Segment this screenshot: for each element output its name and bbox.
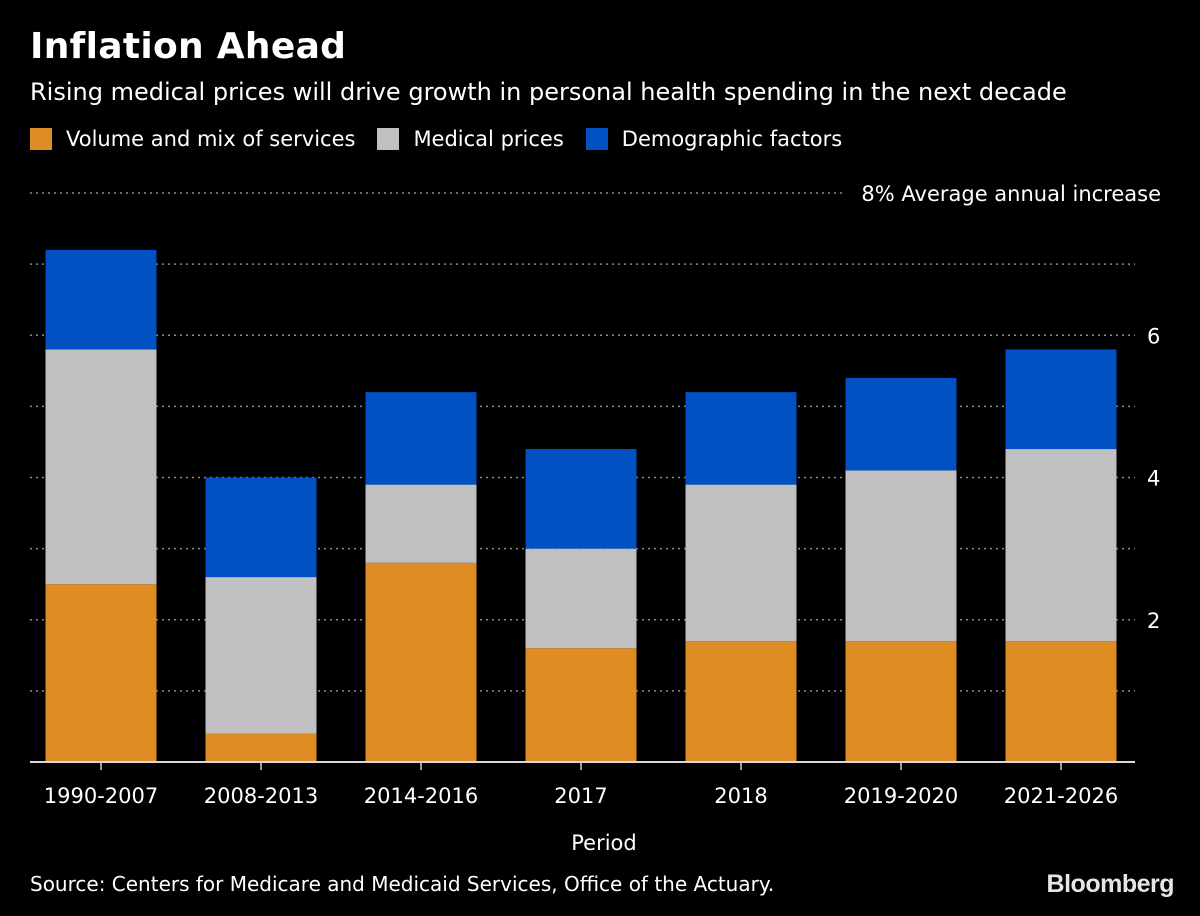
x-axis-title: Period bbox=[571, 831, 636, 855]
bar-segment bbox=[365, 484, 477, 563]
source-note: Source: Centers for Medicare and Medicai… bbox=[30, 872, 775, 896]
chart-title: Inflation Ahead bbox=[30, 26, 347, 67]
bar-segment bbox=[1005, 641, 1117, 762]
bar-segment bbox=[685, 641, 797, 762]
bar-segment bbox=[365, 392, 477, 485]
x-tick-label: 2021-2026 bbox=[1004, 784, 1118, 808]
bar-segment bbox=[845, 470, 957, 642]
bar-segment bbox=[205, 577, 317, 734]
bar-segment bbox=[205, 477, 317, 578]
legend-swatch-demographic bbox=[585, 128, 608, 150]
y-axis-top-label: 8% Average annual increase bbox=[861, 182, 1161, 206]
legend: Volume and mix of services Medical price… bbox=[30, 127, 864, 151]
legend-swatch-prices bbox=[377, 128, 400, 150]
bar-segment bbox=[845, 641, 957, 762]
x-tick-label: 1990-2007 bbox=[44, 784, 158, 808]
bar-segment bbox=[685, 392, 797, 485]
bar-segment bbox=[685, 484, 797, 642]
bar-segment bbox=[205, 733, 317, 762]
legend-label-demographic: Demographic factors bbox=[621, 127, 843, 151]
legend-item-demographic: Demographic factors bbox=[585, 127, 843, 151]
bloomberg-logo: Bloomberg bbox=[1046, 870, 1175, 898]
legend-label-volume: Volume and mix of services bbox=[66, 127, 356, 151]
bar-segment bbox=[525, 548, 637, 649]
bar-segment bbox=[45, 349, 157, 585]
legend-label-prices: Medical prices bbox=[413, 127, 564, 151]
bar-segment bbox=[45, 584, 157, 762]
x-tick-label: 2017 bbox=[554, 784, 607, 808]
bar-segment bbox=[1005, 349, 1117, 450]
x-tick-label: 2018 bbox=[714, 784, 767, 808]
bar-segment bbox=[45, 249, 157, 350]
y-tick-label: 6 bbox=[1147, 324, 1160, 348]
legend-swatch-volume bbox=[30, 128, 52, 150]
bar-segment bbox=[845, 377, 957, 471]
y-tick-label: 4 bbox=[1147, 467, 1160, 491]
chart-subtitle: Rising medical prices will drive growth … bbox=[30, 78, 1067, 106]
legend-item-prices: Medical prices bbox=[377, 127, 564, 151]
x-tick-label: 2019-2020 bbox=[844, 784, 958, 808]
x-tick-label: 2008-2013 bbox=[204, 784, 318, 808]
legend-item-volume: Volume and mix of services bbox=[30, 127, 355, 151]
bar-segment bbox=[525, 449, 637, 549]
y-tick-label: 2 bbox=[1147, 609, 1160, 633]
x-tick-label: 2014-2016 bbox=[364, 784, 478, 808]
bar-segment bbox=[365, 562, 477, 762]
bar-segment bbox=[1005, 449, 1117, 642]
bar-segment bbox=[525, 648, 637, 762]
